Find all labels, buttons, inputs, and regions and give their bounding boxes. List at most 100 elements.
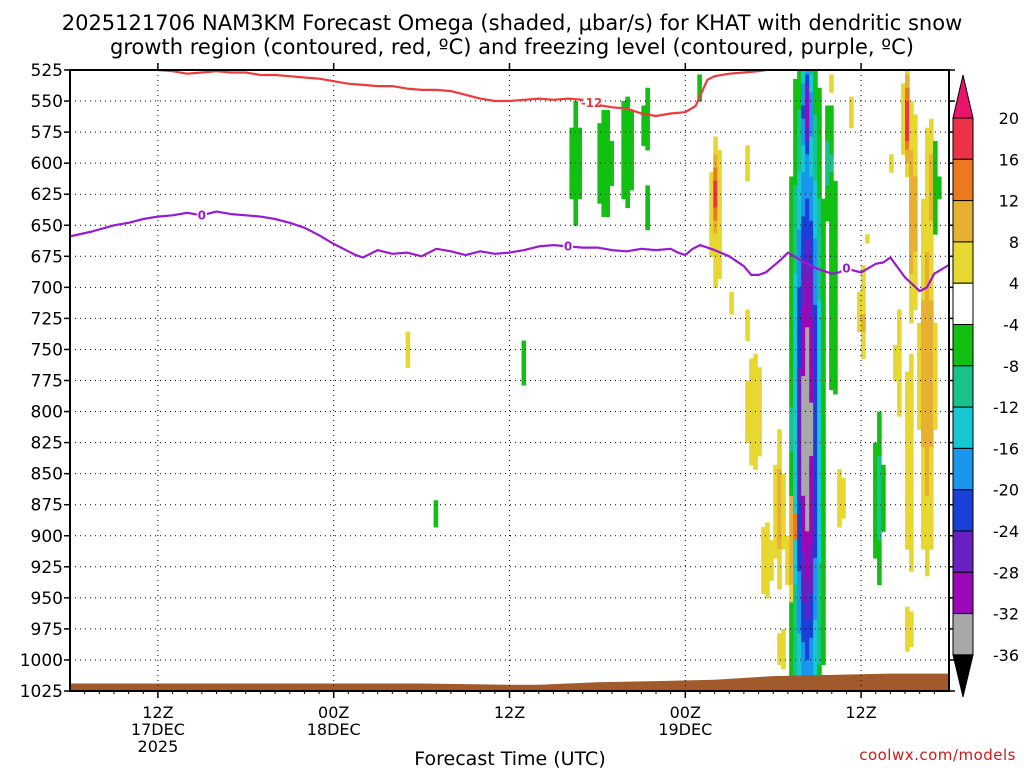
omega-cell [793, 606, 798, 612]
omega-cell [793, 274, 798, 280]
omega-cell [793, 628, 798, 634]
omega-cell [933, 140, 938, 147]
omega-cell [905, 407, 914, 413]
omega-cell [813, 575, 818, 581]
omega-cell [801, 114, 806, 120]
omega-cell [813, 282, 818, 288]
omega-cell [793, 540, 798, 546]
omega-cell [809, 145, 814, 151]
omega-cell [905, 96, 910, 102]
y-tick-label: 600 [31, 154, 63, 174]
omega-cell [793, 345, 798, 351]
omega-cell [821, 225, 826, 231]
omega-cell [433, 513, 439, 519]
omega-cell [521, 380, 527, 386]
omega-cell [821, 659, 826, 665]
omega-cell [861, 327, 866, 333]
omega-cell [813, 345, 818, 351]
omega-cell [793, 588, 798, 595]
omega-cell [873, 518, 878, 524]
omega-cell [821, 495, 826, 501]
omega-cell [817, 646, 822, 652]
omega-cell [921, 473, 926, 479]
omega-cell [829, 269, 838, 275]
omega-cell [813, 588, 818, 595]
omega-cell [801, 305, 810, 311]
omega-cell [821, 296, 826, 302]
omega-cell [817, 371, 822, 377]
omega-cell [825, 176, 830, 182]
omega-cell [801, 575, 806, 581]
omega-cell [745, 415, 762, 422]
omega-cell [905, 371, 914, 377]
omega-cell [865, 234, 870, 240]
omega-cell [789, 376, 794, 382]
omega-cell [813, 411, 818, 417]
omega-cell [829, 256, 838, 262]
omega-cell [573, 109, 579, 115]
omega-cell [781, 518, 786, 524]
omega-cell [921, 318, 934, 324]
omega-cell [909, 132, 918, 138]
omega-cell [801, 544, 810, 550]
omega-cell [877, 557, 882, 563]
omega-cell [913, 167, 918, 173]
omega-cell [793, 655, 798, 661]
omega-cell [713, 189, 718, 195]
omega-cell [801, 198, 806, 204]
omega-cell [777, 557, 782, 563]
omega-cell [813, 296, 818, 302]
omega-cell [817, 145, 822, 151]
omega-cell [789, 486, 794, 492]
omega-cell [905, 136, 910, 142]
colorbar-swatch [952, 571, 974, 615]
omega-cell [877, 504, 882, 510]
colorbar-label: 20 [999, 109, 1019, 128]
omega-cell [837, 518, 842, 524]
omega-cell [801, 353, 806, 359]
omega-cell [745, 336, 750, 342]
omega-cell [925, 180, 930, 186]
omega-cell [645, 198, 650, 204]
omega-cell [921, 495, 934, 501]
omega-cell [813, 664, 818, 670]
omega-cell [817, 180, 822, 186]
omega-cell [881, 486, 886, 492]
omega-cell [801, 220, 814, 226]
omega-cell [713, 269, 722, 275]
omega-cell [817, 651, 822, 657]
y-tick-label: 675 [31, 247, 63, 267]
omega-cell [929, 265, 934, 271]
omega-cell [789, 176, 798, 182]
omega-cell [801, 158, 806, 164]
omega-cell [905, 509, 914, 515]
omega-cell [873, 460, 878, 466]
omega-cell [933, 229, 938, 235]
omega-cell [917, 367, 922, 373]
omega-cell [813, 429, 818, 435]
omega-cell [789, 655, 794, 661]
omega-cell [929, 154, 934, 160]
omega-cell [873, 469, 878, 475]
omega-cell [801, 300, 806, 306]
omega-cell [797, 291, 802, 297]
omega-cell [905, 504, 914, 510]
omega-cell [873, 513, 878, 519]
omega-cell [801, 349, 806, 355]
omega-cell [809, 132, 814, 138]
omega-cell [809, 575, 814, 581]
omega-cell [813, 384, 818, 390]
omega-cell [921, 420, 934, 426]
omega-cell [905, 132, 910, 138]
omega-cell [921, 247, 934, 253]
omega-cell [909, 140, 918, 147]
omega-cell [717, 158, 722, 164]
omega-cell [793, 327, 798, 333]
omega-cell [801, 633, 814, 639]
omega-cell [745, 313, 750, 319]
omega-cell [713, 140, 718, 147]
omega-cell [917, 420, 922, 426]
omega-cell [893, 345, 902, 351]
omega-cell [793, 309, 798, 315]
